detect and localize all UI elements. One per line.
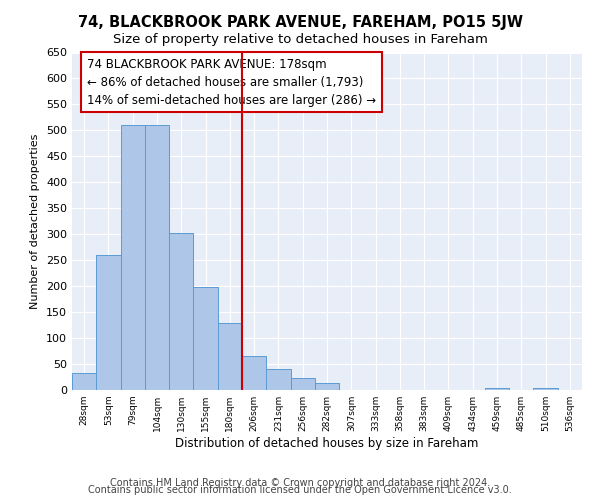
Bar <box>145 125 169 390</box>
Bar <box>315 382 339 390</box>
Text: Size of property relative to detached houses in Fareham: Size of property relative to detached ho… <box>113 32 487 46</box>
Bar <box>485 388 509 390</box>
Text: 74, BLACKBROOK PARK AVENUE, FAREHAM, PO15 5JW: 74, BLACKBROOK PARK AVENUE, FAREHAM, PO1… <box>77 15 523 30</box>
Bar <box>266 369 290 390</box>
Text: Contains public sector information licensed under the Open Government Licence v3: Contains public sector information licen… <box>88 485 512 495</box>
Text: Contains HM Land Registry data © Crown copyright and database right 2024.: Contains HM Land Registry data © Crown c… <box>110 478 490 488</box>
Bar <box>169 232 193 390</box>
Y-axis label: Number of detached properties: Number of detached properties <box>31 134 40 309</box>
Bar <box>72 374 96 390</box>
Bar <box>121 125 145 390</box>
Text: 74 BLACKBROOK PARK AVENUE: 178sqm
← 86% of detached houses are smaller (1,793)
1: 74 BLACKBROOK PARK AVENUE: 178sqm ← 86% … <box>88 58 376 106</box>
Bar <box>96 255 121 390</box>
X-axis label: Distribution of detached houses by size in Fareham: Distribution of detached houses by size … <box>175 437 479 450</box>
Bar <box>242 356 266 390</box>
Bar <box>218 322 242 390</box>
Bar <box>533 388 558 390</box>
Bar <box>290 378 315 390</box>
Bar <box>193 287 218 390</box>
